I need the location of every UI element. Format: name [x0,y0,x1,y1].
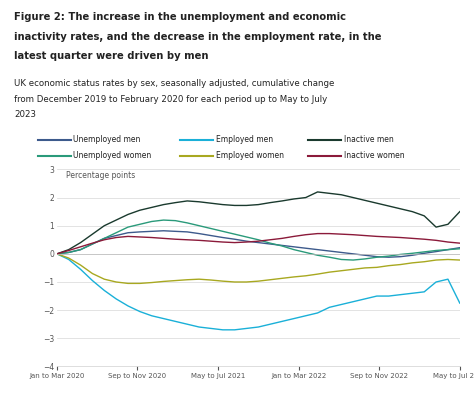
Text: from December 2019 to February 2020 for each period up to May to July: from December 2019 to February 2020 for … [14,95,328,104]
Text: Inactive women: Inactive women [344,151,404,160]
Text: Employed women: Employed women [216,151,283,160]
Text: 2023: 2023 [14,110,36,119]
Text: Employed men: Employed men [216,136,273,144]
Text: UK economic status rates by sex, seasonally adjusted, cumulative change: UK economic status rates by sex, seasona… [14,79,335,88]
Text: Unemployed men: Unemployed men [73,136,141,144]
Text: inactivity rates, and the decrease in the employment rate, in the: inactivity rates, and the decrease in th… [14,32,382,41]
Text: latest quarter were driven by men: latest quarter were driven by men [14,51,209,61]
Text: Figure 2: The increase in the unemployment and economic: Figure 2: The increase in the unemployme… [14,12,346,22]
Text: Unemployed women: Unemployed women [73,151,152,160]
Text: Percentage points: Percentage points [66,171,136,180]
Text: Inactive men: Inactive men [344,136,393,144]
